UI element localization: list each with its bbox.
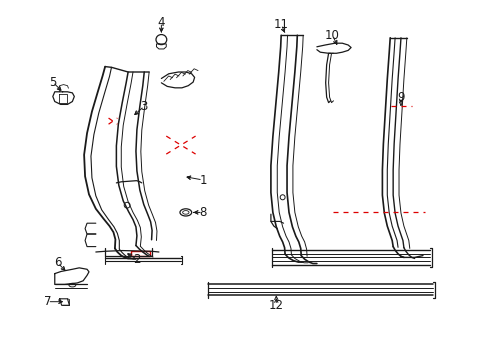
Text: 10: 10 (325, 29, 339, 42)
Text: 9: 9 (396, 91, 404, 104)
Text: 5: 5 (49, 76, 57, 89)
Text: 11: 11 (273, 18, 288, 31)
Text: 12: 12 (268, 299, 283, 312)
Text: 3: 3 (140, 100, 148, 113)
Text: 1: 1 (199, 174, 206, 186)
Text: 4: 4 (157, 16, 165, 29)
Text: 6: 6 (54, 256, 61, 269)
Bar (131, 251, 149, 256)
Text: 8: 8 (199, 206, 206, 219)
Text: 7: 7 (43, 295, 51, 308)
Text: 2: 2 (133, 253, 141, 266)
